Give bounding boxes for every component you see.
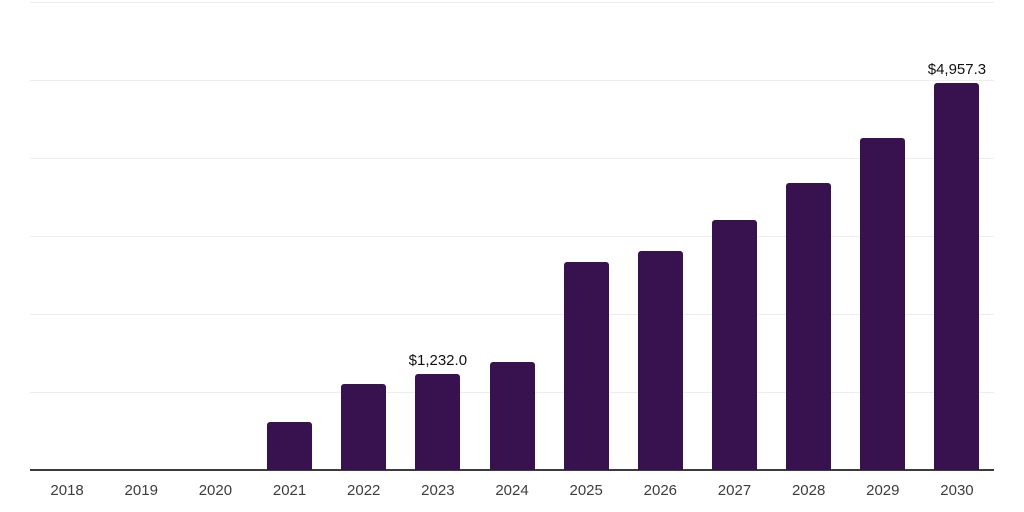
bar-2029 bbox=[860, 138, 906, 470]
x-tick-label-2023: 2023 bbox=[421, 482, 455, 499]
bar-2025 bbox=[563, 262, 609, 470]
x-axis-line bbox=[30, 469, 994, 471]
bar-2028 bbox=[786, 183, 832, 470]
x-tick-label-2026: 2026 bbox=[643, 482, 678, 499]
x-tick-label-2020: 2020 bbox=[198, 482, 233, 499]
bar-2023 bbox=[415, 373, 461, 470]
bar-2024 bbox=[489, 362, 535, 470]
gridline-3000 bbox=[30, 236, 994, 237]
x-tick-label-2028: 2028 bbox=[791, 482, 826, 499]
x-tick-label-2022: 2022 bbox=[347, 482, 381, 499]
x-tick-label-2027: 2027 bbox=[717, 482, 752, 499]
bar-2021 bbox=[267, 422, 313, 470]
x-tick-label-2024: 2024 bbox=[495, 482, 529, 499]
x-axis-tick-labels: 2018 2019 2020 2021 2022 2023 2024 2025 2026 2027… bbox=[30, 480, 994, 502]
bar-2022 bbox=[341, 384, 387, 470]
plot-area: $1,232.0 $4,957.3 bbox=[30, 2, 994, 471]
gridline-5000 bbox=[30, 80, 994, 81]
bar-2027 bbox=[711, 220, 757, 470]
data-label-2030: $4,957.3 bbox=[927, 61, 987, 79]
x-tick-label-2029: 2029 bbox=[866, 482, 900, 499]
bar-2026 bbox=[637, 251, 683, 470]
x-tick-label-2025: 2025 bbox=[569, 482, 603, 499]
x-tick-label-2030: 2030 bbox=[940, 482, 974, 499]
x-tick-label-2018: 2018 bbox=[50, 482, 84, 499]
x-tick-label-2021: 2021 bbox=[272, 482, 307, 499]
data-label-2023: $1,232.0 bbox=[408, 351, 468, 369]
x-tick-label-2019: 2019 bbox=[124, 482, 158, 499]
gridline-6000 bbox=[30, 2, 994, 3]
bar-2030 bbox=[934, 83, 980, 470]
gridline-4000 bbox=[30, 158, 994, 159]
gridline-2000 bbox=[30, 314, 994, 315]
